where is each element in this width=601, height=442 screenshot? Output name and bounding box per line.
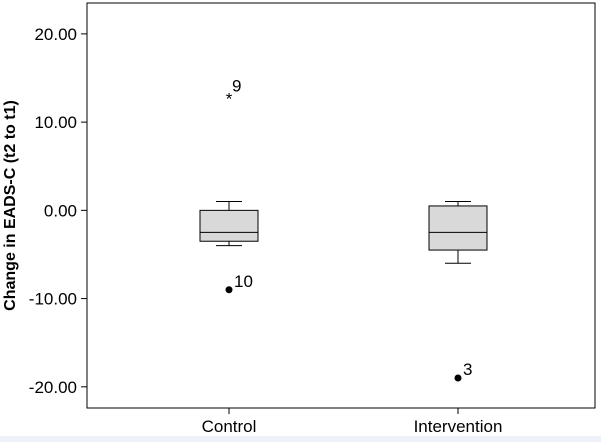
- x-tick-label: Control: [202, 417, 257, 436]
- y-tick-label: 10.00: [34, 113, 77, 132]
- outlier-dot: [454, 374, 462, 382]
- box-iqr: [428, 205, 488, 251]
- y-axis-label: Change in EADS-C (t2 to t1): [2, 100, 19, 311]
- outlier-label: 10: [234, 272, 253, 291]
- y-tick-label: 20.00: [34, 25, 77, 44]
- y-tick-label: -10.00: [29, 290, 77, 309]
- outlier-dot: [225, 286, 233, 294]
- y-tick-label: -20.00: [29, 378, 77, 397]
- outlier-label: 9: [232, 77, 241, 96]
- box-iqr: [199, 209, 259, 242]
- y-tick-label: 0.00: [44, 201, 77, 220]
- outlier-label: 3: [463, 360, 472, 379]
- outlier-star: *: [226, 90, 233, 109]
- x-tick-label: Intervention: [414, 417, 503, 436]
- bottom-strip: [0, 436, 601, 442]
- plot-frame: [86, 2, 596, 409]
